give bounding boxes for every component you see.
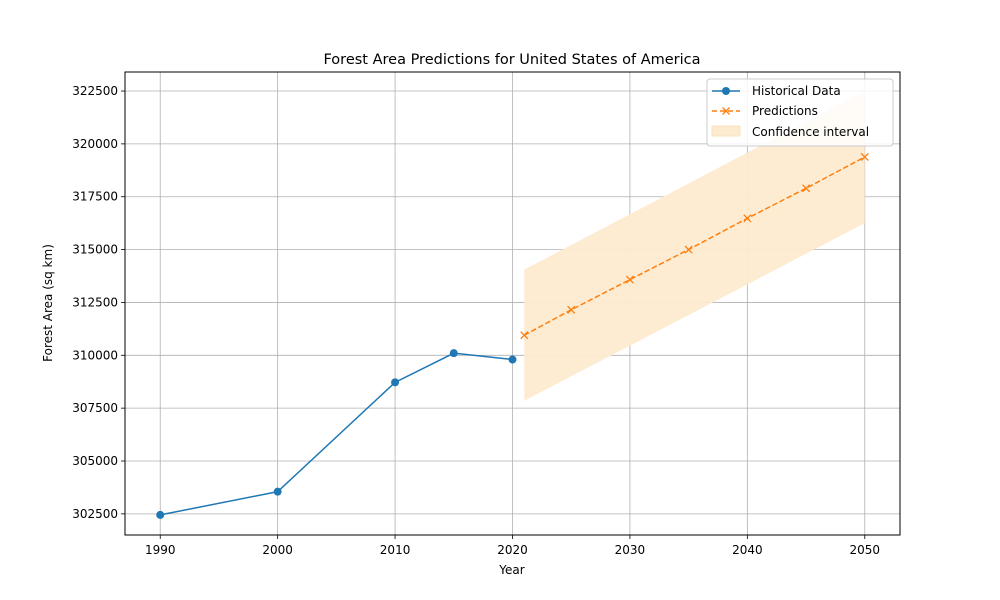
legend: Historical Data Predictions Confidence i… bbox=[706, 78, 894, 147]
legend-confidence-swatch bbox=[711, 125, 741, 137]
x-tick-label: 2000 bbox=[262, 543, 293, 557]
series-historical-data bbox=[156, 349, 517, 519]
data-point bbox=[508, 355, 517, 364]
legend-historical-marker bbox=[722, 87, 730, 95]
x-tick-label: 2020 bbox=[497, 543, 528, 557]
y-tick-label: 305000 bbox=[72, 454, 118, 468]
data-point bbox=[860, 152, 869, 162]
y-tick-label: 322500 bbox=[72, 84, 118, 98]
data-point bbox=[743, 214, 752, 223]
y-tick-label: 312500 bbox=[72, 295, 118, 309]
y-tick-label: 315000 bbox=[72, 243, 118, 257]
y-tick-label: 302500 bbox=[72, 507, 118, 521]
x-tick-label: 2030 bbox=[615, 543, 646, 557]
x-tick-label: 2050 bbox=[849, 543, 880, 557]
data-point bbox=[156, 510, 165, 519]
x-tick-label: 2010 bbox=[380, 543, 411, 557]
series-predictions bbox=[520, 152, 869, 340]
y-tick-label: 307500 bbox=[72, 401, 118, 415]
data-point bbox=[449, 349, 458, 358]
data-point bbox=[684, 245, 693, 254]
series-line bbox=[160, 352, 513, 516]
data-point bbox=[567, 305, 576, 314]
y-tick-label: 317500 bbox=[72, 190, 118, 204]
data-point bbox=[391, 378, 400, 387]
legend-predictions-marker bbox=[722, 107, 730, 115]
y-tick-label: 320000 bbox=[72, 137, 118, 151]
series-layer bbox=[156, 152, 869, 519]
legend-entry-predictions: Predictions bbox=[712, 104, 818, 118]
legend-confidence-label: Confidence interval bbox=[752, 125, 869, 139]
x-tick-label: 1990 bbox=[145, 543, 176, 557]
y-axis-label: Forest Area (sq km) bbox=[41, 244, 55, 362]
y-tick-label: 310000 bbox=[72, 348, 118, 362]
data-point bbox=[625, 275, 634, 284]
x-axis-ticks: 1990 2000 2010 2020 2030 2040 2050 bbox=[145, 535, 880, 557]
legend-box bbox=[706, 78, 894, 147]
data-point bbox=[273, 487, 282, 496]
legend-entry-historical: Historical Data bbox=[712, 84, 841, 98]
legend-entry-confidence: Confidence interval bbox=[711, 125, 869, 139]
data-point bbox=[802, 184, 811, 193]
x-tick-label: 2040 bbox=[732, 543, 763, 557]
y-axis-ticks: 302500 305000 307500 310000 312500 315000 3175… bbox=[72, 84, 125, 521]
data-point bbox=[520, 331, 529, 340]
legend-predictions-label: Predictions bbox=[752, 104, 818, 118]
x-axis-label: Year bbox=[498, 563, 524, 577]
chart-title: Forest Area Predictions for United State… bbox=[323, 52, 700, 68]
legend-historical-label: Historical Data bbox=[752, 84, 841, 98]
